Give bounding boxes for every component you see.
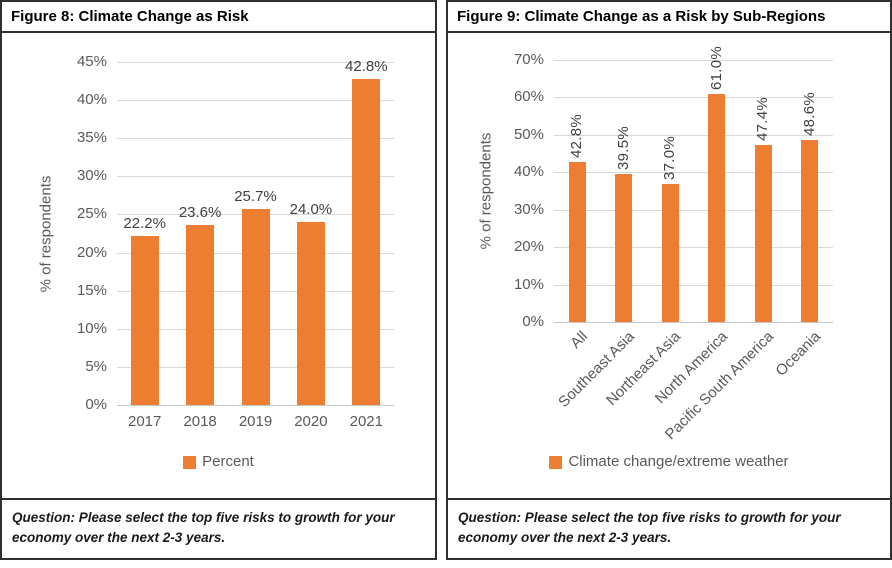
bar-value-label: 39.5% [614,126,632,171]
y-axis-tick-label: 40% [513,163,544,181]
y-axis-tick-label: 0% [85,396,107,413]
figure9-y-axis-title: % of respondents [477,132,495,250]
bar-value-label: 25.7% [234,188,277,206]
y-axis-tick-label: 10% [513,275,544,293]
figure9-question: Question: Please select the top five ris… [448,498,890,558]
figure8-legend-label: Percent [202,453,254,470]
bar [615,174,633,322]
figure8-title: Figure 8: Climate Change as Risk [2,2,435,33]
figure9-legend-label: Climate change/extreme weather [568,453,789,470]
gridline [117,138,394,140]
bar [661,183,679,322]
figure8-legend: Percent [2,454,435,470]
gridline [554,172,833,174]
gridline [117,176,394,178]
y-axis-tick-label: 5% [85,357,107,375]
gridline [554,60,833,61]
y-axis-tick-label: 25% [76,205,107,223]
y-axis-tick-label: 10% [76,319,107,337]
bar [568,161,586,322]
bar [352,78,381,405]
figure8-y-axis-title: % of respondents [37,175,55,293]
figure9-legend: Climate change/extreme weather [448,454,890,470]
bar-value-label: 37.0% [661,135,679,180]
gridline [554,209,833,211]
bar [708,93,726,322]
figure9-question-text: Question: Please select the top five ris… [458,510,841,545]
bar-value-label: 42.8% [568,113,586,158]
y-axis-tick-label: 15% [76,281,107,299]
figure8-panel: Figure 8: Climate Change as Risk % of re… [0,0,437,560]
y-axis-tick-label: 20% [76,243,107,261]
gridline [554,97,833,99]
figure9-panel: Figure 9: Climate Change as a Risk by Su… [446,0,892,560]
x-axis-category-label: 2018 [183,413,217,430]
bar-value-label: 24.0% [289,201,333,219]
figure9-title: Figure 9: Climate Change as a Risk by Su… [448,2,890,33]
gridline [554,322,833,323]
gridline [554,284,833,286]
figure8-chart-plot: % of respondents Percent 0% 5% 10% 15% 20% 25… [2,33,435,498]
legend-swatch-icon [549,455,563,469]
bar-value-label: 61.0% [707,45,725,90]
y-axis-tick-label: 50% [513,125,544,143]
y-axis-tick-label: 0% [522,313,544,330]
y-axis-tick-label: 30% [76,167,107,185]
y-axis-tick-label: 35% [76,129,107,147]
x-axis-category-label: 2017 [128,413,162,430]
gridline [117,405,394,406]
y-axis-tick-label: 30% [513,200,544,218]
y-axis-tick-label: 70% [513,51,544,68]
gridline [554,134,833,136]
bar [296,222,325,405]
gridline [117,100,394,102]
x-axis-category-label: 2019 [238,413,273,430]
gridline [554,247,833,249]
bar [186,225,215,405]
y-axis-tick-label: 20% [513,238,544,256]
bar [754,144,772,322]
legend-swatch-icon [183,455,197,469]
bar-value-label: 22.2% [123,214,166,232]
bar-value-label: 48.6% [800,92,818,137]
bar-value-label: 42.8% [345,57,388,75]
figure8-question-text: Question: Please select the top five ris… [12,510,395,545]
bar-value-label: 23.6% [178,204,222,222]
y-axis-tick-label: 45% [76,53,107,70]
figure9-chart-plot: % of respondents Climate change/extreme … [448,33,890,498]
bar [801,140,819,322]
figure8-question: Question: Please select the top five ris… [2,498,435,558]
gridline [117,62,394,63]
x-axis-category-label: 2021 [349,413,383,430]
bar-value-label: 47.4% [754,96,772,141]
bar [241,209,270,405]
x-axis-category-label: 2020 [294,413,328,430]
bar [130,235,159,405]
y-axis-tick-label: 40% [76,91,107,109]
y-axis-tick-label: 60% [513,88,544,106]
